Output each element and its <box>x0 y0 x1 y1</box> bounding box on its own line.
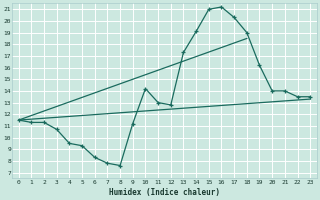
X-axis label: Humidex (Indice chaleur): Humidex (Indice chaleur) <box>109 188 220 197</box>
